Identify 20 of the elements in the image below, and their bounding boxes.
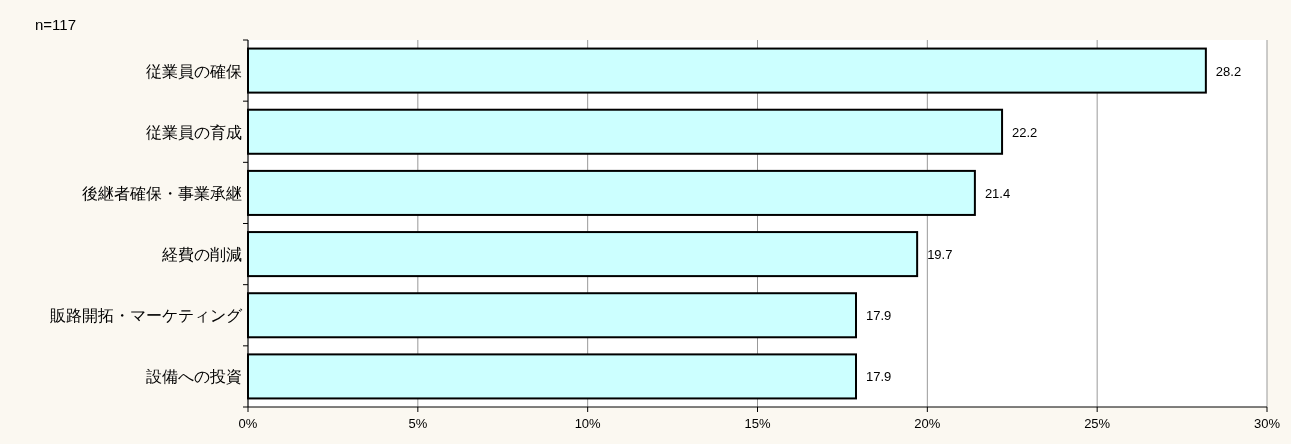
x-tick-label: 15%: [744, 416, 771, 431]
data-label: 28.2: [1215, 63, 1242, 79]
y-tick-label: 従業員の育成: [146, 123, 242, 141]
y-tick-label: 設備への投資: [146, 368, 242, 386]
text: n=117: [35, 16, 77, 33]
x-tick-label: 30%: [1253, 416, 1281, 431]
data-label: 17.9: [866, 369, 892, 385]
data-label: 22.2: [1012, 124, 1038, 140]
x-tick-label: 0%: [238, 416, 258, 431]
y-tick-label: 後継者確保・事業承継: [82, 184, 242, 202]
data-label: 19.7: [927, 247, 953, 263]
x-tick-label: 20%: [914, 416, 941, 431]
x-tick-label: 25%: [1084, 416, 1111, 431]
x-tick-label: 10%: [574, 416, 602, 431]
x-tick-label: 5%: [408, 416, 428, 431]
y-tick-label: 販路開拓・マーケティング: [50, 307, 243, 325]
data-label: 21.4: [984, 185, 1011, 201]
y-tick-label: 従業員の確保: [146, 62, 242, 80]
data-label: 17.9: [866, 308, 892, 324]
y-tick-label: 経費の削減: [161, 246, 242, 264]
